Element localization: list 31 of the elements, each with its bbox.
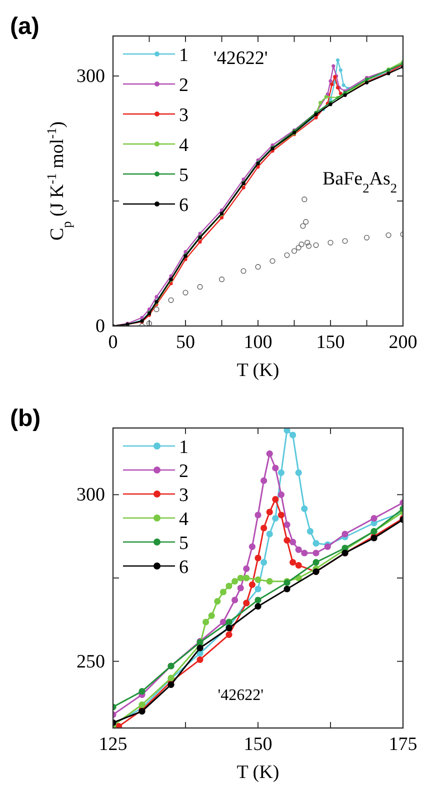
x-axis-title: T (K) (236, 762, 280, 783)
chart-title: (a) (10, 13, 40, 40)
annotation: '42622' (213, 48, 268, 69)
y-tick-label: 0 (96, 316, 105, 337)
x-tick-label: 200 (388, 332, 418, 353)
x-axis-title: T (K) (236, 360, 280, 381)
legend-label: 6 (179, 195, 188, 216)
series-label: BaFe$_{2}$As$_{2}$ (322, 168, 397, 195)
legend-label: 2 (179, 461, 188, 482)
legend-label: 2 (179, 75, 188, 96)
annotation: '42622' (218, 687, 264, 704)
legend-label: 5 (179, 165, 188, 186)
x-tick-label: 175 (388, 734, 418, 755)
x-tick-label: 50 (176, 332, 195, 353)
legend-label: 3 (179, 485, 188, 506)
legend-label: 4 (179, 135, 189, 156)
y-tick-label: 300 (76, 66, 105, 87)
x-tick-label: 100 (244, 332, 272, 353)
legend-label: 1 (179, 45, 188, 66)
legend-label: 5 (179, 533, 188, 554)
legend-label: 3 (179, 105, 188, 126)
x-tick-label: 150 (244, 734, 272, 755)
x-tick-label: 0 (108, 332, 118, 353)
x-tick-label: 150 (316, 332, 345, 353)
legend-label: 4 (179, 509, 189, 530)
legend-label: 1 (179, 437, 188, 458)
legend-label: 6 (179, 557, 188, 578)
x-tick-label: 125 (98, 734, 128, 755)
chart-title: (b) (10, 405, 41, 432)
y-tick-label: 300 (76, 484, 105, 506)
y-tick-label: 250 (76, 651, 105, 672)
